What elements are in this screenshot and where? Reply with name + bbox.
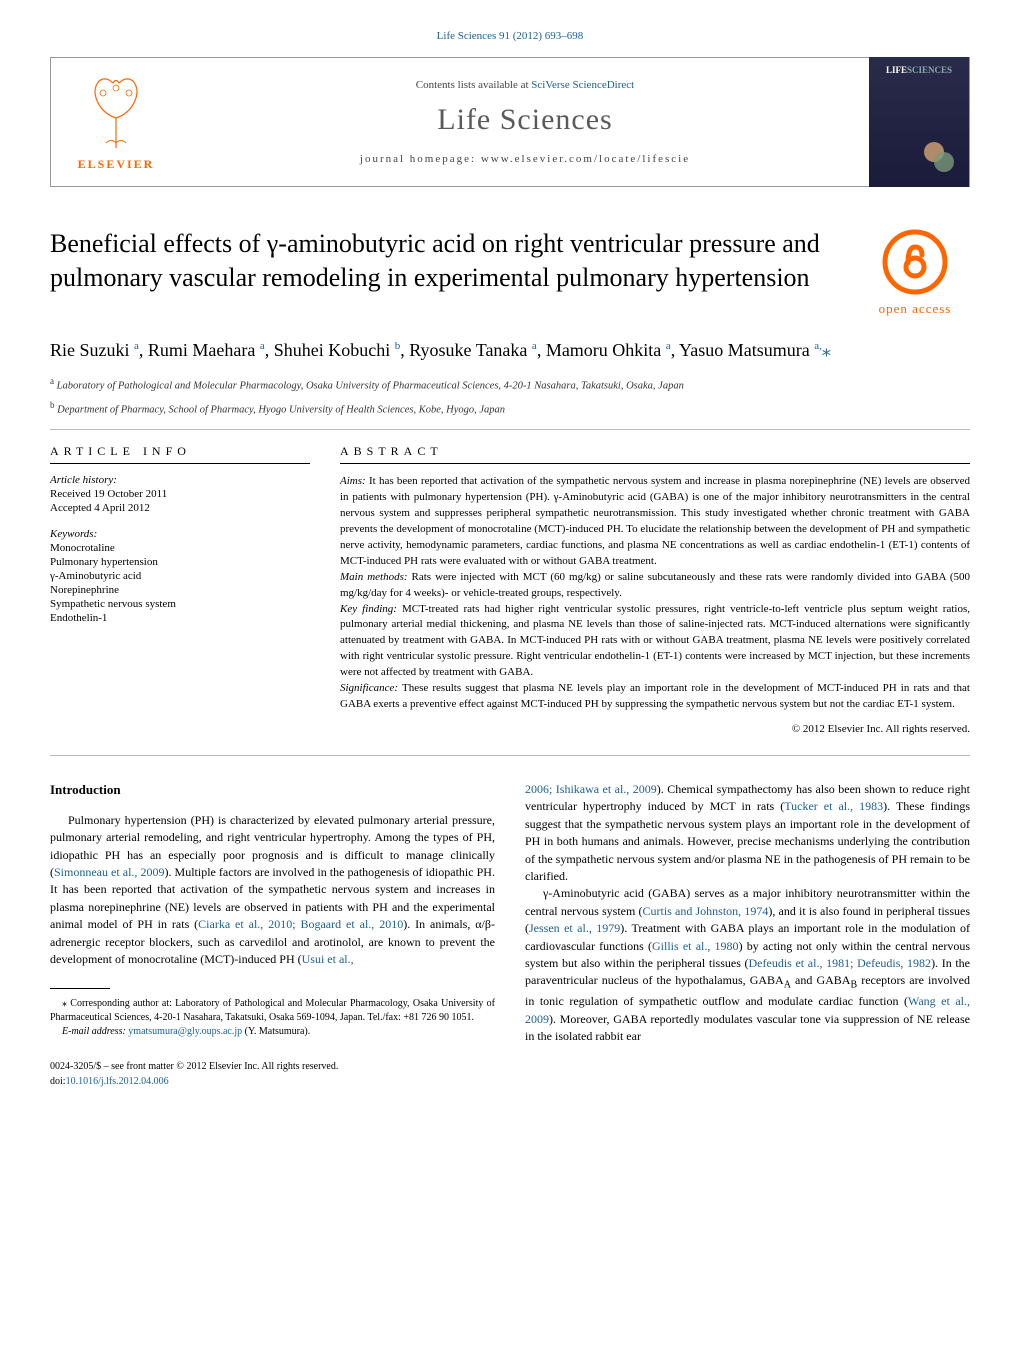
- authors-list: Rie Suzuki a, Rumi Maehara a, Shuhei Kob…: [50, 337, 970, 364]
- cover-circles-icon: [919, 137, 959, 177]
- homepage-url[interactable]: www.elsevier.com/locate/lifescie: [481, 153, 690, 165]
- affiliation-a: a Laboratory of Pathological and Molecul…: [50, 376, 970, 392]
- contents-available: Contents lists available at SciVerse Sci…: [191, 79, 859, 91]
- article-info-column: ARTICLE INFO Article history: Received 1…: [50, 444, 310, 735]
- journal-homepage: journal homepage: www.elsevier.com/locat…: [191, 153, 859, 165]
- journal-header: ELSEVIER Contents lists available at Sci…: [50, 57, 970, 187]
- introduction-heading: Introduction: [50, 781, 495, 800]
- methods-text: Rats were injected with MCT (60 mg/kg) o…: [340, 571, 970, 599]
- history-label: Article history:: [50, 474, 310, 486]
- body-columns: Introduction Pulmonary hypertension (PH)…: [50, 781, 970, 1089]
- intro-paragraph-2: 2006; Ishikawa et al., 2009). Chemical s…: [525, 781, 970, 885]
- keyword-item: Endothelin-1: [50, 612, 310, 624]
- aims-text: It has been reported that activation of …: [340, 475, 970, 567]
- affiliation-b: b Department of Pharmacy, School of Phar…: [50, 400, 970, 416]
- right-column: 2006; Ishikawa et al., 2009). Chemical s…: [525, 781, 970, 1089]
- journal-reference: Life Sciences 91 (2012) 693–698: [50, 30, 970, 42]
- abstract-column: ABSTRACT Aims: It has been reported that…: [340, 444, 970, 735]
- journal-name: Life Sciences: [191, 103, 859, 137]
- keyword-item: γ-Aminobutyric acid: [50, 570, 310, 582]
- doi-line: doi:10.1016/j.lfs.2012.04.006: [50, 1074, 495, 1089]
- significance-text: These results suggest that plasma NE lev…: [340, 682, 970, 710]
- doi-link[interactable]: 10.1016/j.lfs.2012.04.006: [66, 1076, 169, 1087]
- methods-label: Main methods:: [340, 571, 408, 583]
- received-date: Received 19 October 2011: [50, 488, 310, 500]
- footnote-separator: [50, 988, 110, 989]
- info-abstract-row: ARTICLE INFO Article history: Received 1…: [50, 444, 970, 735]
- intro-paragraph-1: Pulmonary hypertension (PH) is character…: [50, 812, 495, 969]
- keyword-item: Pulmonary hypertension: [50, 556, 310, 568]
- journal-cover-thumbnail: LIFESCIENCES: [869, 57, 969, 187]
- elsevier-tree-icon: [81, 73, 151, 153]
- keywords-label: Keywords:: [50, 528, 310, 540]
- intro-paragraph-3: γ-Aminobutyric acid (GABA) serves as a m…: [525, 885, 970, 1045]
- keyword-item: Sympathetic nervous system: [50, 598, 310, 610]
- open-access-label: open access: [879, 301, 952, 317]
- email-suffix: (Y. Matsumura).: [245, 1026, 311, 1037]
- title-section: Beneficial effects of γ-aminobutyric aci…: [50, 227, 970, 317]
- article-info-header: ARTICLE INFO: [50, 444, 310, 459]
- finding-text: MCT-treated rats had higher right ventri…: [340, 603, 970, 679]
- left-column: Introduction Pulmonary hypertension (PH)…: [50, 781, 495, 1089]
- corresponding-author-footnote: ⁎ Corresponding author at: Laboratory of…: [50, 997, 495, 1025]
- open-access-badge: open access: [860, 227, 970, 317]
- elsevier-text: ELSEVIER: [78, 157, 155, 172]
- email-label: E-mail address:: [62, 1026, 126, 1037]
- keywords-list: Monocrotaline Pulmonary hypertension γ-Ami…: [50, 542, 310, 624]
- abstract-copyright: © 2012 Elsevier Inc. All rights reserved…: [340, 723, 970, 735]
- header-center: Contents lists available at SciVerse Sci…: [181, 69, 869, 175]
- elsevier-logo: ELSEVIER: [51, 57, 181, 187]
- keyword-item: Norepinephrine: [50, 584, 310, 596]
- email-address[interactable]: ymatsumura@gly.oups.ac.jp: [128, 1026, 242, 1037]
- abstract-text: Aims: It has been reported that activati…: [340, 474, 970, 713]
- contents-prefix: Contents lists available at: [416, 79, 531, 91]
- finding-label: Key finding:: [340, 603, 397, 615]
- open-access-icon: [880, 227, 950, 297]
- footer: 0024-3205/$ – see front matter © 2012 El…: [50, 1059, 495, 1089]
- divider: [50, 429, 970, 430]
- sciencedirect-link[interactable]: SciVerse ScienceDirect: [531, 79, 634, 91]
- email-footnote: E-mail address: ymatsumura@gly.oups.ac.j…: [50, 1025, 495, 1039]
- article-title: Beneficial effects of γ-aminobutyric aci…: [50, 227, 860, 295]
- keyword-item: Monocrotaline: [50, 542, 310, 554]
- abstract-header: ABSTRACT: [340, 444, 970, 459]
- issn-line: 0024-3205/$ – see front matter © 2012 El…: [50, 1059, 495, 1074]
- divider: [50, 755, 970, 756]
- aims-label: Aims:: [340, 475, 366, 487]
- accepted-date: Accepted 4 April 2012: [50, 502, 310, 514]
- homepage-prefix: journal homepage:: [360, 153, 481, 165]
- cover-title: LIFESCIENCES: [886, 65, 952, 75]
- significance-label: Significance:: [340, 682, 398, 694]
